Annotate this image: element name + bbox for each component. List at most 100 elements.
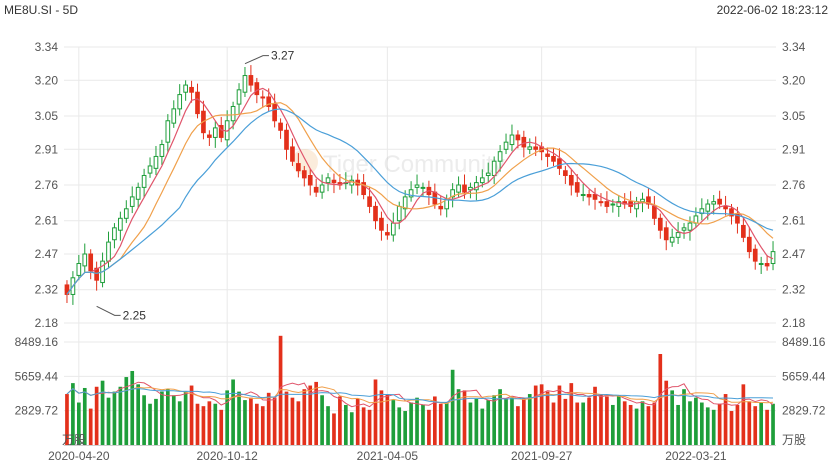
volume-bar [521, 397, 526, 445]
candle-body [260, 96, 266, 99]
volume-bar [165, 389, 170, 445]
volume-bar [349, 412, 354, 445]
candle-body [218, 125, 224, 138]
y-tick-label-right: 3.05 [782, 109, 806, 123]
volume-bar [539, 384, 544, 445]
candle-body [147, 165, 153, 174]
candle-body [123, 208, 129, 219]
candlesticks [64, 65, 776, 305]
volume-bar [587, 397, 591, 445]
volume-bar [545, 391, 550, 445]
candle-body [610, 203, 616, 206]
watermark: Tiger Community [292, 149, 505, 178]
candle-body [236, 89, 242, 105]
volume-bar [118, 386, 123, 445]
volume-bar [231, 379, 235, 445]
volume-bar [717, 403, 722, 445]
volume-bar [219, 409, 224, 445]
volume-bar [569, 383, 574, 445]
volume-bar [432, 396, 437, 445]
volume-bar [397, 407, 402, 445]
volume-bar [272, 397, 277, 445]
candle-body [278, 122, 283, 131]
volume-unit-right: 万股 [782, 433, 806, 447]
y-axis-labels: 3.34 3.34 3.20 3.20 3.05 3.05 2.91 2.91 2.76 2.76… [15, 40, 826, 418]
candle-body [313, 186, 319, 193]
volume-bar [124, 377, 129, 445]
candle-body [88, 253, 94, 272]
candle-body [390, 222, 396, 236]
candle-body [752, 248, 758, 262]
volume-bar [154, 398, 158, 445]
volume-bar [88, 408, 93, 445]
candle-body [361, 182, 366, 196]
volume-bar [71, 383, 75, 445]
volume-bar [438, 403, 443, 445]
volume-bar [415, 397, 419, 445]
volume-bar [462, 390, 467, 445]
watermark-text: Tiger Community [323, 151, 505, 178]
candle-body [663, 227, 669, 241]
candle-body [159, 144, 165, 157]
x-tick-label: 2022-03-21 [665, 449, 727, 463]
candle-body [741, 224, 746, 238]
candle-body [758, 263, 764, 266]
volume-bar [658, 354, 663, 445]
candle-body [177, 94, 183, 110]
volume-bar [510, 397, 514, 445]
volume-bar [468, 402, 473, 445]
candle-body [212, 127, 218, 138]
volume-bar [65, 394, 69, 445]
volume-bar [100, 380, 105, 445]
candle-body [266, 96, 272, 107]
volume-bar [379, 390, 384, 445]
volume-bar [593, 386, 597, 445]
candle-body [717, 198, 722, 205]
annotation-low-label: 2.25 [123, 308, 147, 322]
volume-bar [427, 409, 431, 445]
volume-bar [403, 411, 408, 445]
candle-body [598, 201, 604, 204]
volume-bar [480, 408, 485, 445]
candle-body [497, 151, 503, 162]
volume-bar [735, 404, 740, 445]
candle-body [319, 184, 325, 193]
candle-body [592, 194, 598, 200]
candle-body [652, 205, 657, 219]
volume-bar [652, 402, 657, 445]
candle-body [586, 194, 592, 198]
candle-body [129, 196, 135, 207]
volume-bar [533, 385, 538, 445]
volume-bar [628, 404, 633, 445]
candle-body [604, 201, 610, 207]
volume-bar [670, 390, 675, 445]
candle-body [438, 205, 444, 210]
candle-body [135, 186, 141, 200]
candle-body [296, 163, 301, 172]
volume-bar [385, 394, 390, 445]
candle-body [515, 134, 521, 141]
annotation-high-label: 3.27 [271, 49, 295, 63]
volume-bar [741, 384, 746, 445]
volume-bar [343, 404, 348, 445]
candle-body [456, 184, 461, 193]
candle-body [491, 160, 497, 176]
volume-unit-left: 万股 [62, 433, 86, 447]
candle-body [414, 184, 420, 188]
candle-body [373, 205, 378, 222]
volume-bar [599, 394, 603, 445]
y-tick-label-right: 3.20 [782, 73, 806, 87]
candle-body [764, 263, 770, 267]
volume-bar [195, 403, 200, 445]
y-tick-label-left: 3.20 [35, 73, 59, 87]
candle-body [545, 153, 550, 157]
grid-lines [64, 46, 776, 446]
candle-body [681, 227, 687, 231]
candle-body [657, 217, 663, 231]
volume-bar [729, 411, 734, 445]
candle-body [230, 105, 236, 122]
y-tick-label-right: 2.47 [782, 247, 806, 261]
candle-body [165, 120, 171, 143]
volume-bar [765, 409, 769, 445]
